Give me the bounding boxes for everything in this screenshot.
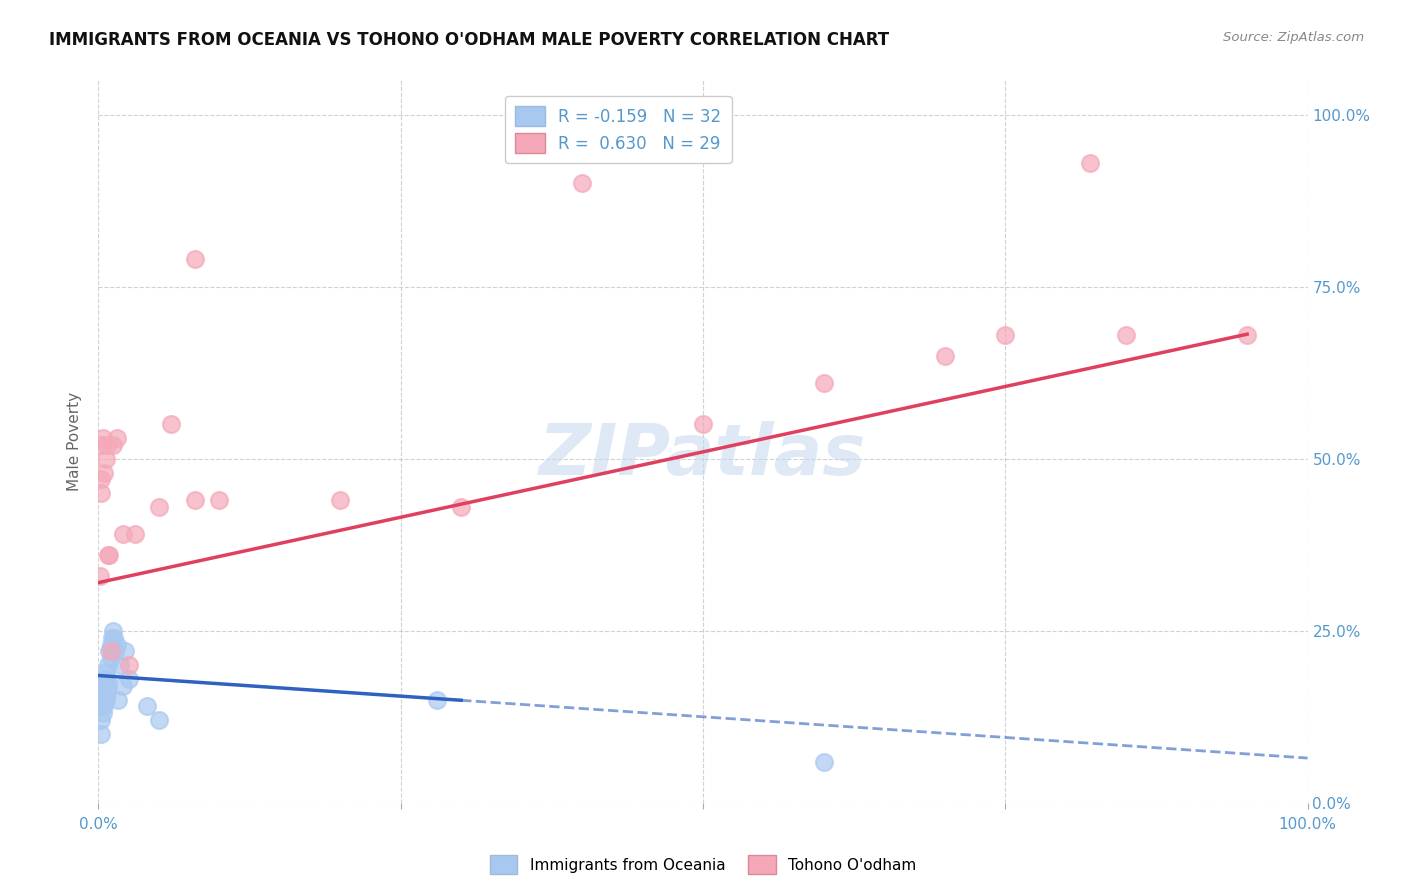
Point — [184, 493, 207, 508]
Point — [97, 548, 120, 562]
Point — [1236, 327, 1258, 342]
Point — [107, 692, 129, 706]
Point — [93, 466, 115, 480]
Point — [91, 679, 114, 693]
Point — [96, 672, 118, 686]
Point — [90, 472, 112, 486]
Point — [118, 672, 141, 686]
Point — [94, 665, 117, 679]
Point — [94, 451, 117, 466]
Point — [114, 644, 136, 658]
Text: IMMIGRANTS FROM OCEANIA VS TOHONO O'ODHAM MALE POVERTY CORRELATION CHART: IMMIGRANTS FROM OCEANIA VS TOHONO O'ODHA… — [49, 31, 890, 49]
Point — [90, 727, 112, 741]
Point — [91, 692, 114, 706]
Legend: Immigrants from Oceania, Tohono O'odham: Immigrants from Oceania, Tohono O'odham — [484, 849, 922, 880]
Point — [692, 417, 714, 432]
Point — [91, 686, 114, 700]
Point — [450, 500, 472, 514]
Point — [571, 177, 593, 191]
Point — [813, 755, 835, 769]
Point — [100, 651, 122, 665]
Point — [97, 658, 120, 673]
Point — [91, 706, 114, 721]
Y-axis label: Male Poverty: Male Poverty — [67, 392, 83, 491]
Point — [96, 438, 118, 452]
Point — [103, 631, 125, 645]
Point — [98, 644, 121, 658]
Point — [934, 349, 956, 363]
Point — [96, 686, 118, 700]
Point — [148, 713, 170, 727]
Point — [124, 527, 146, 541]
Point — [160, 417, 183, 432]
Point — [118, 658, 141, 673]
Point — [108, 658, 131, 673]
Point — [1115, 327, 1137, 342]
Point — [93, 672, 115, 686]
Point — [97, 679, 120, 693]
Point — [111, 527, 134, 541]
Point — [1078, 156, 1101, 170]
Point — [94, 692, 117, 706]
Point — [101, 624, 124, 638]
Point — [90, 713, 112, 727]
Legend: R = -0.159   N = 32, R =  0.630   N = 29: R = -0.159 N = 32, R = 0.630 N = 29 — [505, 95, 731, 163]
Point — [104, 644, 127, 658]
Point — [184, 252, 207, 267]
Point — [148, 500, 170, 514]
Point — [101, 438, 124, 452]
Point — [98, 548, 121, 562]
Point — [135, 699, 157, 714]
Point — [89, 699, 111, 714]
Point — [426, 692, 449, 706]
Point — [994, 327, 1017, 342]
Point — [208, 493, 231, 508]
Point — [91, 438, 114, 452]
Point — [100, 631, 122, 645]
Point — [111, 679, 134, 693]
Point — [105, 431, 128, 445]
Point — [329, 493, 352, 508]
Text: Source: ZipAtlas.com: Source: ZipAtlas.com — [1223, 31, 1364, 45]
Point — [105, 638, 128, 652]
Point — [813, 376, 835, 390]
Point — [90, 486, 112, 500]
Point — [100, 644, 122, 658]
Point — [91, 431, 114, 445]
Point — [89, 568, 111, 582]
Text: ZIPatlas: ZIPatlas — [540, 422, 866, 491]
Point — [93, 699, 115, 714]
Point — [100, 638, 122, 652]
